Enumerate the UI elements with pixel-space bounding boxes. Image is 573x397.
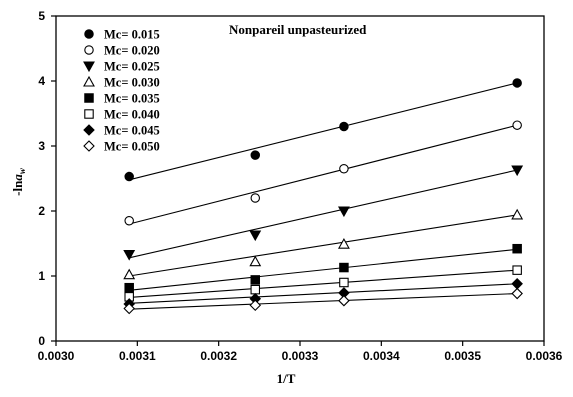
data-point [511, 208, 524, 220]
data-point [511, 278, 523, 290]
data-point [249, 230, 262, 242]
x-tick-label: 0.0031 [119, 349, 156, 363]
data-point [339, 164, 349, 174]
legend-marker [83, 61, 95, 73]
data-point [250, 284, 261, 295]
fit-line [129, 283, 518, 304]
axis-ticks: 0.0030 0.0031 0.0032 0.0033 0.0034 0.0035 0.00… [38, 9, 563, 363]
y-axis-title-prefix: -ln [10, 180, 25, 196]
legend-label: Mc= 0.030 [104, 76, 160, 90]
fit-line [129, 269, 518, 298]
y-tick-label: 4 [38, 74, 45, 88]
data-point [250, 150, 261, 160]
legend-label: Mc= 0.050 [104, 140, 160, 154]
x-tick-label: 0.0030 [38, 349, 75, 363]
y-axis-title-sub: w [17, 167, 27, 174]
y-axis-title-var: a [10, 174, 25, 181]
series [124, 243, 522, 293]
legend-marker [83, 75, 95, 87]
fit-line [129, 124, 518, 225]
legend-label: Mc= 0.020 [104, 44, 160, 58]
data-point [124, 171, 134, 182]
x-axis-title: 1/T [277, 371, 296, 386]
data-point [250, 193, 261, 203]
data-point [337, 238, 350, 249]
data-point [123, 250, 136, 261]
legend-label: Mc= 0.015 [104, 28, 160, 42]
legend-marker [84, 45, 94, 55]
legend: Mc= 0.015 Mc= 0.020 Mc= 0.025 Mc= 0.030 Mc= … [83, 28, 160, 154]
y-axis-title: -lnaw [10, 167, 27, 196]
chart-title: Nonpareil unpasteurized [229, 22, 367, 37]
data-point [124, 282, 134, 293]
data-point [512, 265, 522, 275]
x-tick-label: 0.0034 [363, 349, 400, 363]
series [123, 287, 523, 315]
y-tick-label: 2 [38, 204, 45, 218]
data-point [123, 268, 136, 280]
data-point [339, 121, 349, 132]
fit-line [129, 169, 518, 259]
y-tick-label: 5 [38, 9, 45, 23]
data-point [339, 262, 349, 273]
data-point [512, 243, 522, 254]
data-point [511, 287, 523, 300]
fit-line [129, 214, 518, 277]
series [124, 78, 522, 182]
data-point [512, 120, 522, 130]
series [123, 208, 524, 280]
legend-marker [84, 109, 94, 119]
series [124, 265, 522, 302]
legend-marker [83, 124, 95, 136]
legend-label: Mc= 0.045 [104, 124, 160, 138]
fit-line [129, 248, 518, 291]
series [124, 120, 522, 226]
legend-label: Mc= 0.025 [104, 60, 160, 74]
fit-line [129, 293, 518, 310]
data-point [123, 302, 135, 315]
legend-marker [83, 140, 95, 152]
data-point [249, 299, 262, 312]
x-tick-label: 0.0033 [282, 349, 319, 363]
series-layer [123, 78, 524, 315]
data-point [124, 216, 134, 226]
y-tick-label: 3 [38, 139, 45, 153]
data-point [339, 277, 349, 288]
y-tick-label: 1 [38, 269, 45, 283]
data-point [249, 255, 262, 267]
legend-marker [84, 93, 94, 103]
legend-label: Mc= 0.035 [104, 92, 160, 106]
x-tick-label: 0.0032 [200, 349, 237, 363]
y-tick-label: 0 [38, 334, 45, 348]
data-point [511, 165, 524, 177]
legend-label: Mc= 0.040 [104, 108, 160, 122]
legend-marker [84, 29, 94, 39]
data-point [512, 78, 522, 88]
x-tick-label: 0.0036 [526, 349, 563, 363]
data-point [338, 294, 350, 307]
fit-line [129, 82, 518, 181]
series [123, 165, 524, 261]
data-point [250, 275, 261, 285]
x-tick-label: 0.0035 [444, 349, 481, 363]
data-point [337, 206, 350, 218]
